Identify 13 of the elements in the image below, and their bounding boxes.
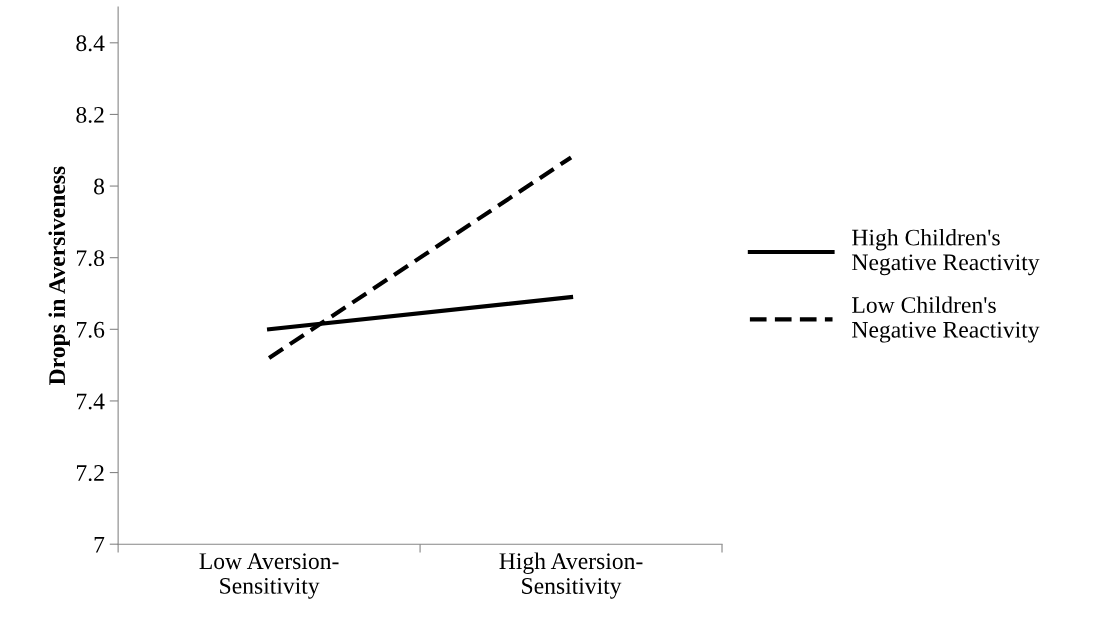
y-tick-label: 7.4 (76, 393, 105, 410)
y-tick-label: 7.6 (76, 321, 105, 338)
y-tick-label: 8 (94, 178, 105, 195)
legend-label: High Children's Negative Reactivity (852, 228, 1040, 276)
x-tick-label: High Aversion- Sensitivity (499, 552, 643, 599)
legend-label: Low Children's Negative Reactivity (852, 296, 1040, 343)
y-tick-label: 8.2 (76, 106, 104, 123)
y-axis-title: Drops in Aversiveness (48, 166, 70, 385)
x-tick-label: Low Aversion- Sensitivity (199, 553, 339, 599)
y-tick-label: 7.2 (76, 465, 104, 482)
y-tick-label: 7.8 (76, 250, 105, 267)
y-tick-label: 7 (94, 536, 105, 553)
y-tick-label: 8.4 (76, 35, 105, 52)
